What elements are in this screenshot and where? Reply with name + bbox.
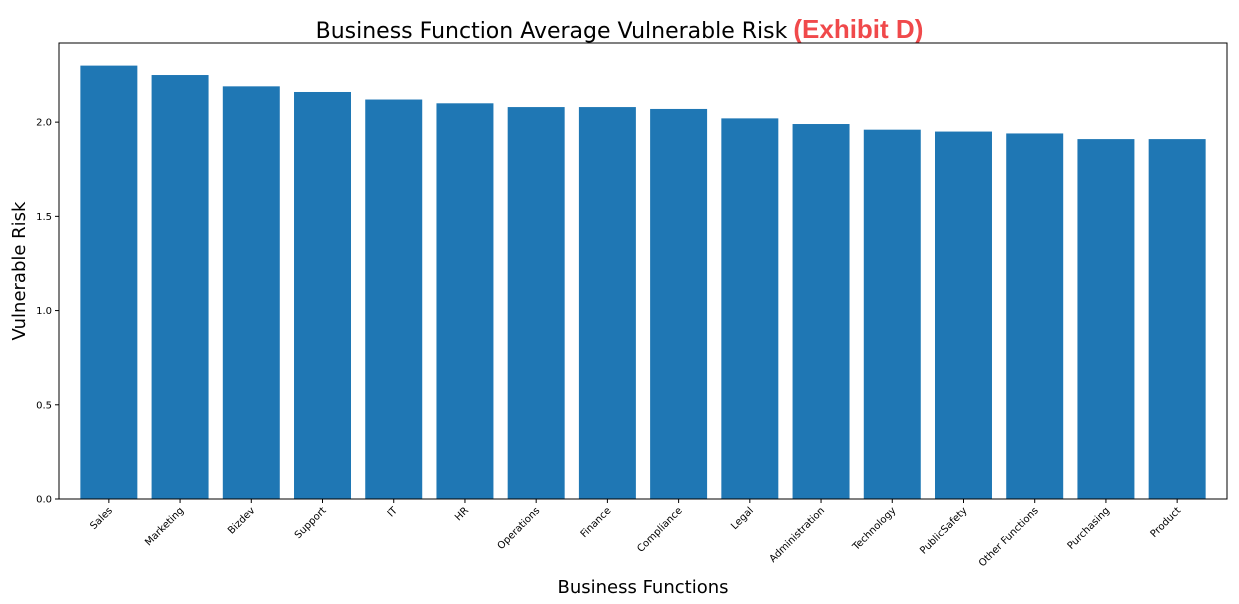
bar-compliance <box>650 108 708 499</box>
bar-sales <box>80 65 138 500</box>
bar-marketing <box>151 75 209 499</box>
bar-it <box>365 99 423 499</box>
y-axis-label: Vulnerable Risk <box>9 201 30 341</box>
bar-product <box>1148 139 1206 499</box>
x-tick-label: Operations <box>496 505 543 552</box>
plot-frame <box>58 42 1228 500</box>
x-tick-label: Administration <box>768 505 828 565</box>
x-tick-label: Technology <box>850 505 898 553</box>
bar-finance <box>578 107 636 499</box>
bar-operations <box>507 107 565 499</box>
bar-bizdev <box>222 86 280 499</box>
y-axis: 0.0 0.5 1.0 1.5 2.0 <box>36 118 59 506</box>
x-tick-label: IT <box>386 505 401 520</box>
bar-hr <box>436 103 494 500</box>
bar-publicsafety <box>935 131 992 499</box>
y-tick-label: 0.5 <box>36 400 52 411</box>
x-tick-label: Other Functions <box>977 505 1041 569</box>
x-tick-label: Support <box>293 505 329 541</box>
x-tick-label: Bizdev <box>226 505 257 536</box>
y-tick-label: 1.0 <box>36 306 52 317</box>
x-axis-label: Business Functions <box>557 577 728 598</box>
x-tick-label: Compliance <box>635 505 684 554</box>
x-tick-label: Sales <box>88 505 115 532</box>
x-tick-label: Finance <box>579 505 614 540</box>
x-tick-label: PublicSafety <box>918 505 969 556</box>
exhibit-label: (Exhibit D) <box>793 14 924 44</box>
bar-other-functions <box>1006 133 1064 499</box>
chart-title: Business Function Average Vulnerable Ris… <box>315 19 788 44</box>
x-tick-label: Product <box>1149 505 1184 540</box>
bar-administration <box>792 124 850 500</box>
y-tick-label: 0.0 <box>36 495 52 506</box>
x-tick-label: Legal <box>729 505 756 532</box>
bar-purchasing <box>1077 139 1135 499</box>
x-tick-label: Marketing <box>143 505 186 548</box>
bar-support <box>294 91 351 500</box>
bar-technology <box>863 129 921 499</box>
x-tick-label: HR <box>453 505 471 523</box>
bar-legal <box>721 118 779 500</box>
chart-title-block: Business Function Average Vulnerable Ris… <box>0 14 1239 45</box>
x-tick-label: Purchasing <box>1066 505 1112 551</box>
x-axis: Sales Marketing Bizdev Support IT HR Operation… <box>88 499 1183 569</box>
y-tick-label: 1.5 <box>36 212 52 223</box>
y-tick-label: 2.0 <box>36 118 52 129</box>
bars-group <box>80 65 1206 500</box>
